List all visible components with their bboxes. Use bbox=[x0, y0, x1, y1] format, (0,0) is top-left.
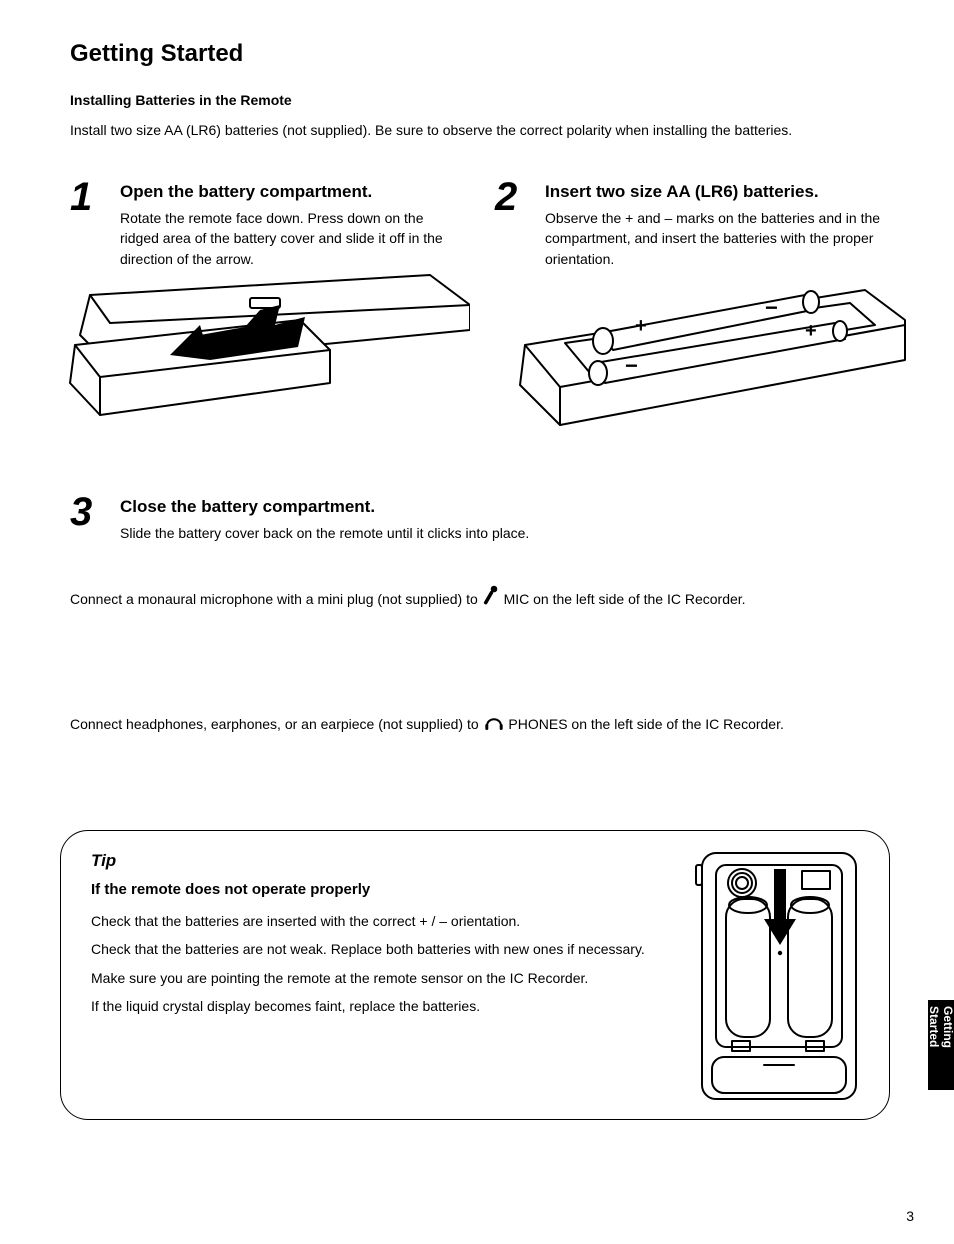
step3-heading: Close the battery compartment. bbox=[120, 497, 880, 517]
connect-mic-prefix: Connect a monaural microphone with a min… bbox=[70, 591, 478, 607]
tip-heading: If the remote does not operate properly bbox=[91, 881, 370, 898]
page-number: 3 bbox=[906, 1208, 914, 1224]
svg-text:+: + bbox=[805, 320, 817, 342]
step1-heading: Open the battery compartment. bbox=[120, 182, 460, 202]
page-title: Getting Started bbox=[70, 40, 243, 68]
svg-text:−: − bbox=[625, 353, 638, 378]
instructions-intro: Install two size AA (LR6) batteries (not… bbox=[70, 120, 890, 140]
tip-line-3: Make sure you are pointing the remote at… bbox=[91, 968, 651, 988]
step2-number: 2 bbox=[495, 175, 517, 220]
connect-phones-line: Connect headphones, earphones, or an ear… bbox=[70, 712, 890, 734]
svg-text:+: + bbox=[635, 315, 647, 337]
connect-mic-line: Connect a monaural microphone with a min… bbox=[70, 585, 890, 609]
figure-step1 bbox=[50, 265, 470, 465]
tip-label: Tip bbox=[91, 851, 116, 871]
connect-phones-prefix: Connect headphones, earphones, or an ear… bbox=[70, 716, 479, 732]
side-tab: Getting Started bbox=[928, 1000, 954, 1090]
tip-box: Tip If the remote does not operate prope… bbox=[60, 830, 890, 1120]
instructions-title: Installing Batteries in the Remote bbox=[70, 92, 292, 108]
figure-step2: + − + − bbox=[505, 265, 925, 465]
tip-line-1: Check that the batteries are inserted wi… bbox=[91, 911, 651, 931]
headphones-icon bbox=[483, 712, 505, 732]
step1-number: 1 bbox=[70, 175, 92, 220]
step2-body: Observe the + and – marks on the batteri… bbox=[545, 208, 885, 269]
step1-body: Rotate the remote face down. Press down … bbox=[120, 208, 460, 269]
connect-mic-suffix: MIC on the left side of the IC Recorder. bbox=[504, 591, 746, 607]
page-root: Getting Started Installing Batteries in … bbox=[0, 0, 954, 1244]
step3-body: Slide the battery cover back on the remo… bbox=[120, 523, 880, 543]
figure-tip bbox=[694, 849, 864, 1104]
tip-line-2: Check that the batteries are not weak. R… bbox=[91, 939, 651, 959]
tip-line-4: If the liquid crystal display becomes fa… bbox=[91, 996, 651, 1016]
svg-text:−: − bbox=[765, 295, 778, 320]
microphone-icon bbox=[482, 585, 500, 607]
step3-number: 3 bbox=[70, 490, 92, 535]
connect-phones-suffix: PHONES on the left side of the IC Record… bbox=[508, 716, 783, 732]
step2-heading: Insert two size AA (LR6) batteries. bbox=[545, 182, 885, 202]
